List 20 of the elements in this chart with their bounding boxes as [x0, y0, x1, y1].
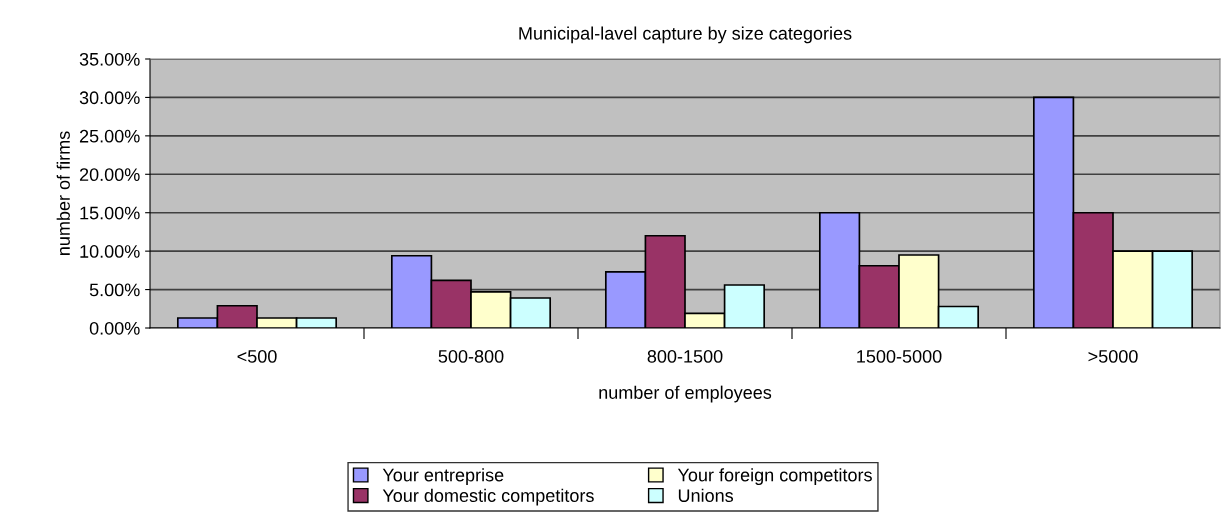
x-tick-label: 800-1500 — [647, 350, 723, 363]
legend-label: Your domestic competitors — [382, 488, 594, 506]
y-tick-label: 10.00% — [80, 245, 140, 258]
legend-label: Your entreprise — [382, 468, 504, 486]
legend-label: Unions — [678, 488, 734, 502]
legend-label: Your foreign competitors — [677, 468, 872, 486]
x-axis-title: number of employees — [599, 385, 772, 403]
y-tick-label: 15.00% — [80, 206, 140, 220]
chart-title: Municipal-lavel capture by size categories — [519, 26, 852, 44]
y-tick-label: 5.00% — [89, 283, 140, 297]
x-tick-label: 1500-5000 — [857, 350, 942, 363]
y-tick-label: 0.00% — [89, 321, 140, 335]
x-tick-label: >5000 — [1088, 350, 1138, 363]
x-tick-label: <500 — [237, 350, 277, 363]
y-tick-label: 35.00% — [79, 52, 140, 66]
x-tick-label: 500-800 — [438, 350, 504, 363]
y-axis-title: number of firms — [56, 131, 70, 256]
y-tick-label: 30.00% — [79, 91, 140, 105]
y-tick-label: 25.00% — [79, 129, 140, 143]
y-tick-label: 20.00% — [79, 168, 140, 182]
